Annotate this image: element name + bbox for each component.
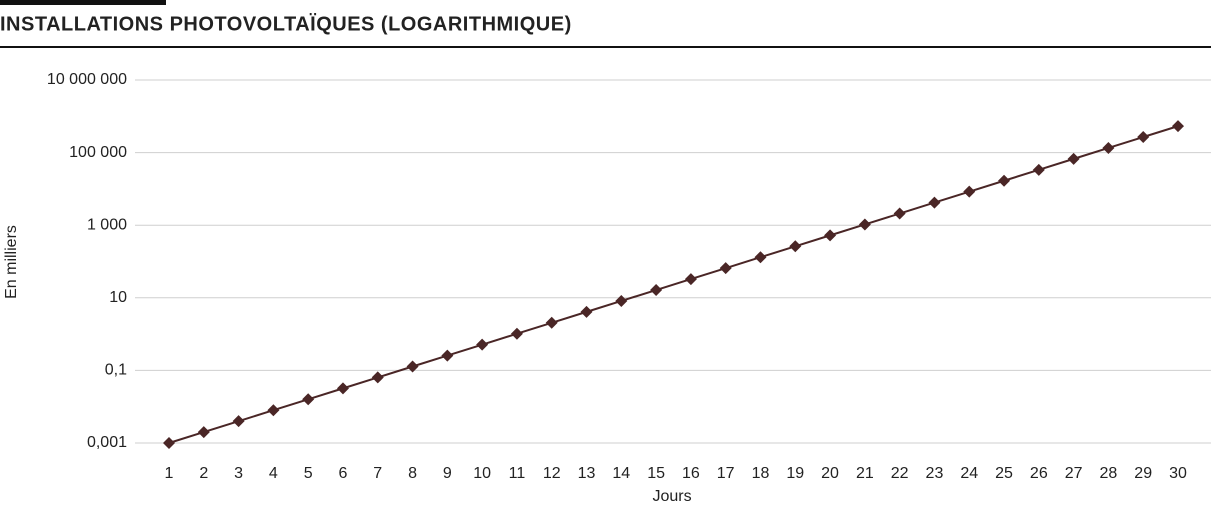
data-point <box>1137 131 1150 144</box>
data-point <box>719 262 732 275</box>
data-point <box>406 360 419 373</box>
x-axis-label: Jours <box>652 488 691 505</box>
chart-title: INSTALLATIONS PHOTOVOLTAÏQUES (LOGARITHM… <box>0 12 572 35</box>
title-accent <box>0 0 166 5</box>
data-point <box>163 437 175 449</box>
y-tick-label: 10 000 000 <box>47 71 127 88</box>
data-point <box>893 207 906 220</box>
x-tick-label: 22 <box>891 465 909 482</box>
x-tick-label: 29 <box>1134 465 1152 482</box>
x-tick-label: 6 <box>339 465 348 482</box>
data-point <box>232 415 245 428</box>
data-point <box>510 327 523 340</box>
x-tick-label: 7 <box>373 465 382 482</box>
data-line <box>168 125 1179 444</box>
y-tick-label: 100 000 <box>69 144 127 161</box>
data-point <box>545 316 558 329</box>
data-point <box>684 273 697 286</box>
y-tick-label: 1 000 <box>87 216 127 233</box>
data-point <box>1067 152 1080 165</box>
data-point <box>963 185 976 198</box>
data-point <box>1032 163 1045 176</box>
data-point <box>476 338 489 351</box>
y-tick-label: 0,1 <box>105 362 127 379</box>
data-point <box>336 382 349 395</box>
data-point <box>754 251 767 264</box>
data-point <box>824 229 837 242</box>
x-tick-label: 14 <box>612 465 630 482</box>
y-axis-label: En milliers <box>3 225 20 299</box>
x-tick-label: 17 <box>717 465 735 482</box>
x-tick-label: 21 <box>856 465 874 482</box>
x-tick-label: 25 <box>995 465 1013 482</box>
data-point <box>197 426 210 439</box>
x-tick-label: 27 <box>1065 465 1083 482</box>
x-tick-label: 23 <box>926 465 944 482</box>
x-tick-label: 19 <box>786 465 804 482</box>
x-tick-label: 10 <box>473 465 491 482</box>
data-point <box>580 305 593 318</box>
x-tick-label: 24 <box>960 465 978 482</box>
data-point <box>615 294 628 307</box>
x-tick-label: 15 <box>647 465 665 482</box>
x-tick-label: 11 <box>509 465 526 482</box>
x-tick-label: 9 <box>443 465 452 482</box>
x-tick-label: 30 <box>1169 465 1187 482</box>
x-tick-label: 16 <box>682 465 700 482</box>
data-point <box>441 349 454 362</box>
x-tick-label: 2 <box>199 465 208 482</box>
x-tick-label: 13 <box>578 465 596 482</box>
data-point <box>858 218 871 231</box>
data-point <box>371 371 384 384</box>
x-tick-label: 20 <box>821 465 839 482</box>
x-tick-label: 3 <box>234 465 243 482</box>
data-point <box>267 404 280 417</box>
x-tick-label: 26 <box>1030 465 1048 482</box>
data-point <box>302 393 315 406</box>
y-tick-label: 10 <box>109 289 127 306</box>
x-tick-label: 4 <box>269 465 278 482</box>
data-point <box>1172 120 1184 133</box>
x-tick-label: 18 <box>752 465 770 482</box>
y-tick-label: 0,001 <box>87 434 127 451</box>
data-point <box>650 284 663 297</box>
x-tick-label: 1 <box>165 465 174 482</box>
data-point <box>789 240 802 253</box>
data-point <box>928 196 941 209</box>
data-point <box>1102 141 1115 154</box>
x-tick-label: 5 <box>304 465 313 482</box>
x-tick-label: 8 <box>408 465 417 482</box>
data-point <box>998 174 1011 187</box>
x-tick-label: 12 <box>543 465 561 482</box>
x-tick-label: 28 <box>1100 465 1118 482</box>
